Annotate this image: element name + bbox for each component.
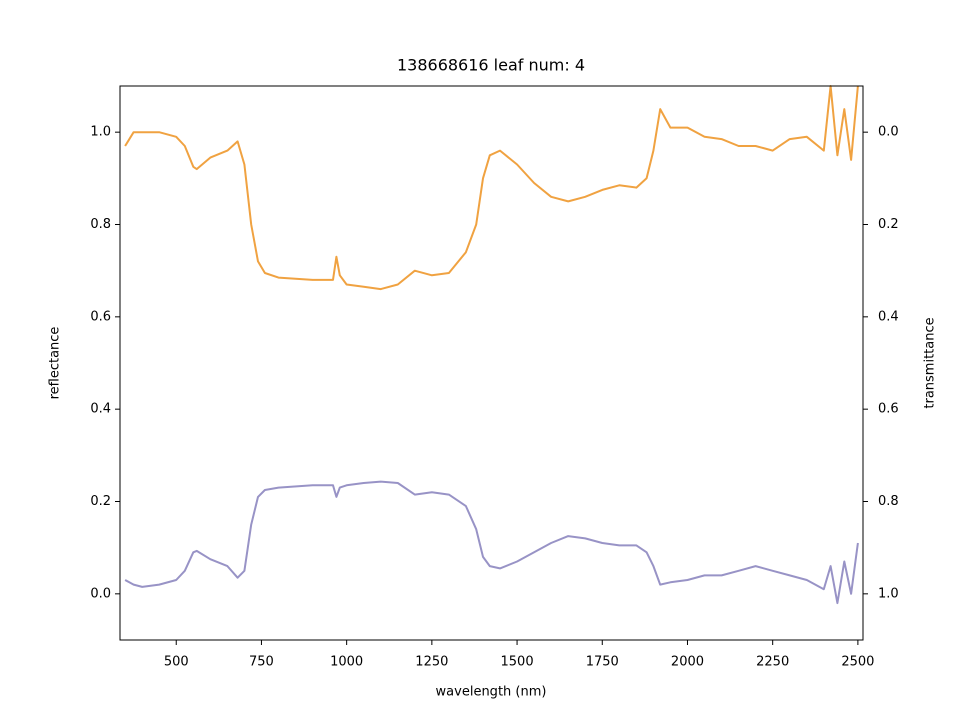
y-tick-label: 1.0 [90,125,111,140]
x-tick-label: 2000 [671,655,704,670]
y2-axis-label: transmittance [923,317,938,408]
x-tick-label: 1500 [501,655,534,670]
y-tick-label: 0.2 [90,494,111,509]
x-tick-label: 1250 [415,655,448,670]
y2-tick-label: 0.2 [878,217,899,232]
y2-tick-label: 1.0 [878,586,899,601]
y2-tick-label: 0.4 [878,309,899,324]
x-tick-label: 2500 [841,655,874,670]
plot-frame [119,85,864,641]
series-line [124,85,859,291]
x-axis-label: wavelength (nm) [436,685,547,700]
y-tick-label: 0.6 [90,309,111,324]
y-tick-label: 0.0 [90,586,111,601]
y-tick-label: 0.8 [90,217,111,232]
y-tick-label: 0.4 [90,402,111,417]
x-tick-label: 750 [249,655,274,670]
series-line [124,480,859,605]
x-tick-label: 500 [164,655,189,670]
y2-tick-label: 0.6 [878,402,899,417]
x-tick-label: 2250 [756,655,789,670]
x-tick-label: 1000 [330,655,363,670]
y2-tick-label: 0.0 [878,125,899,140]
y2-tick-label: 0.8 [878,494,899,509]
y-axis-label: reflectance [48,327,63,400]
chart-title: 138668616 leaf num: 4 [397,56,585,75]
x-tick-label: 1750 [586,655,619,670]
